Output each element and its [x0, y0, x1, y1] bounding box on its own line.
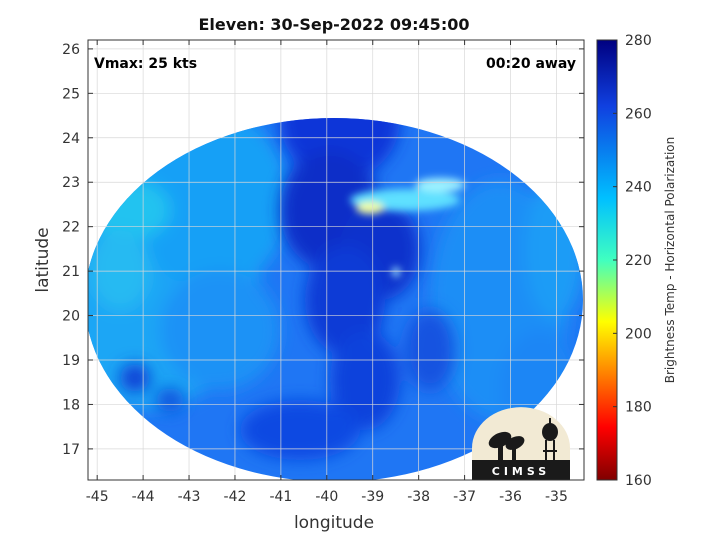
x-tick-label: -41 [269, 489, 292, 505]
vmax-label: Vmax: 25 kts [94, 56, 197, 72]
x-tick-label: -35 [545, 489, 568, 505]
x-tick-label: -40 [315, 489, 338, 505]
colorbar: 280 260 240 220 200 180 160 Brightness Temp - … [596, 33, 677, 489]
colorbar-tick-label: 180 [625, 400, 652, 416]
x-tick-label: -39 [361, 489, 384, 505]
y-tick-label: 17 [62, 442, 80, 458]
y-tick-label: 22 [62, 220, 80, 236]
y-tick-label: 21 [62, 264, 80, 280]
y-tick-label: 20 [62, 309, 80, 325]
x-tick-label: -36 [499, 489, 522, 505]
colorbar-tick-label: 160 [625, 473, 652, 489]
colorbar-tick-label: 260 [625, 106, 652, 122]
x-tick-label: -43 [178, 489, 201, 505]
cimss-logo: CIMSS [472, 407, 570, 480]
colorbar-ticks: 280 260 240 220 200 180 160 [613, 33, 652, 489]
colorbar-label: Brightness Temp - Horizontal Polarizatio… [663, 137, 677, 384]
y-tick-label: 19 [62, 353, 80, 369]
water-tower-icon [542, 418, 558, 460]
y-tick-label: 26 [62, 42, 80, 58]
colorbar-tick-label: 240 [625, 180, 652, 196]
x-tick-label: -37 [453, 489, 476, 505]
y-tick-label: 23 [62, 175, 80, 191]
x-tick-label: -44 [132, 489, 155, 505]
y-tick-label: 18 [62, 397, 80, 413]
x-axis-label: longitude [294, 513, 374, 533]
time-away-label: 00:20 away [486, 56, 576, 72]
logo-text: CIMSS [492, 465, 550, 478]
figure-title: Eleven: 30-Sep-2022 09:45:00 [199, 15, 470, 34]
x-axis-ticks: -45 -44 -43 -42 -41 -40 -39 -38 -37 -36 -35 [86, 40, 568, 505]
y-axis-ticks: 17 18 19 20 21 22 23 24 25 26 [62, 42, 584, 458]
colorbar-tick-label: 200 [625, 326, 652, 342]
x-tick-label: -45 [86, 489, 109, 505]
colorbar-tick-label: 280 [625, 33, 652, 49]
y-tick-label: 24 [62, 131, 80, 147]
y-axis-label: latitude [33, 227, 53, 292]
grid-lines [88, 40, 584, 480]
satellite-dish-icon [488, 431, 525, 460]
y-tick-label: 25 [62, 86, 80, 102]
x-tick-label: -38 [407, 489, 430, 505]
colorbar-tick-label: 220 [625, 253, 652, 269]
x-tick-label: -42 [224, 489, 247, 505]
